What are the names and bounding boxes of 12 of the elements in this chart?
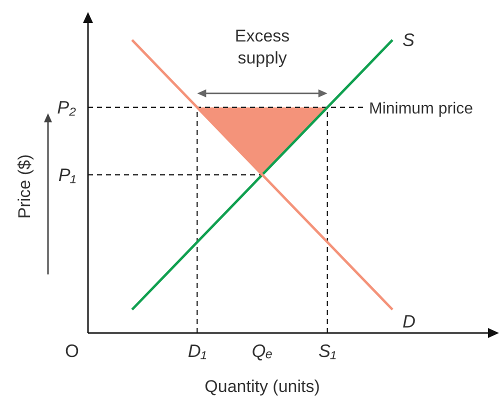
annotation: Minimum price (369, 100, 474, 118)
x-tick-label: Qₑ (252, 341, 273, 361)
ref-line-label: P₂ (57, 97, 76, 118)
y-axis-title: Price ($) (15, 154, 34, 219)
x-axis-title: Quantity (units) (204, 377, 320, 396)
x-tick-label: S₁ (318, 341, 337, 361)
x-tick-label: D₁ (188, 341, 207, 361)
ref-line-label: P₁ (58, 164, 76, 185)
annotation: Excess supply (234, 26, 290, 68)
text: O (64, 341, 80, 361)
series-label: D (402, 312, 416, 332)
series-label: S (402, 30, 414, 50)
